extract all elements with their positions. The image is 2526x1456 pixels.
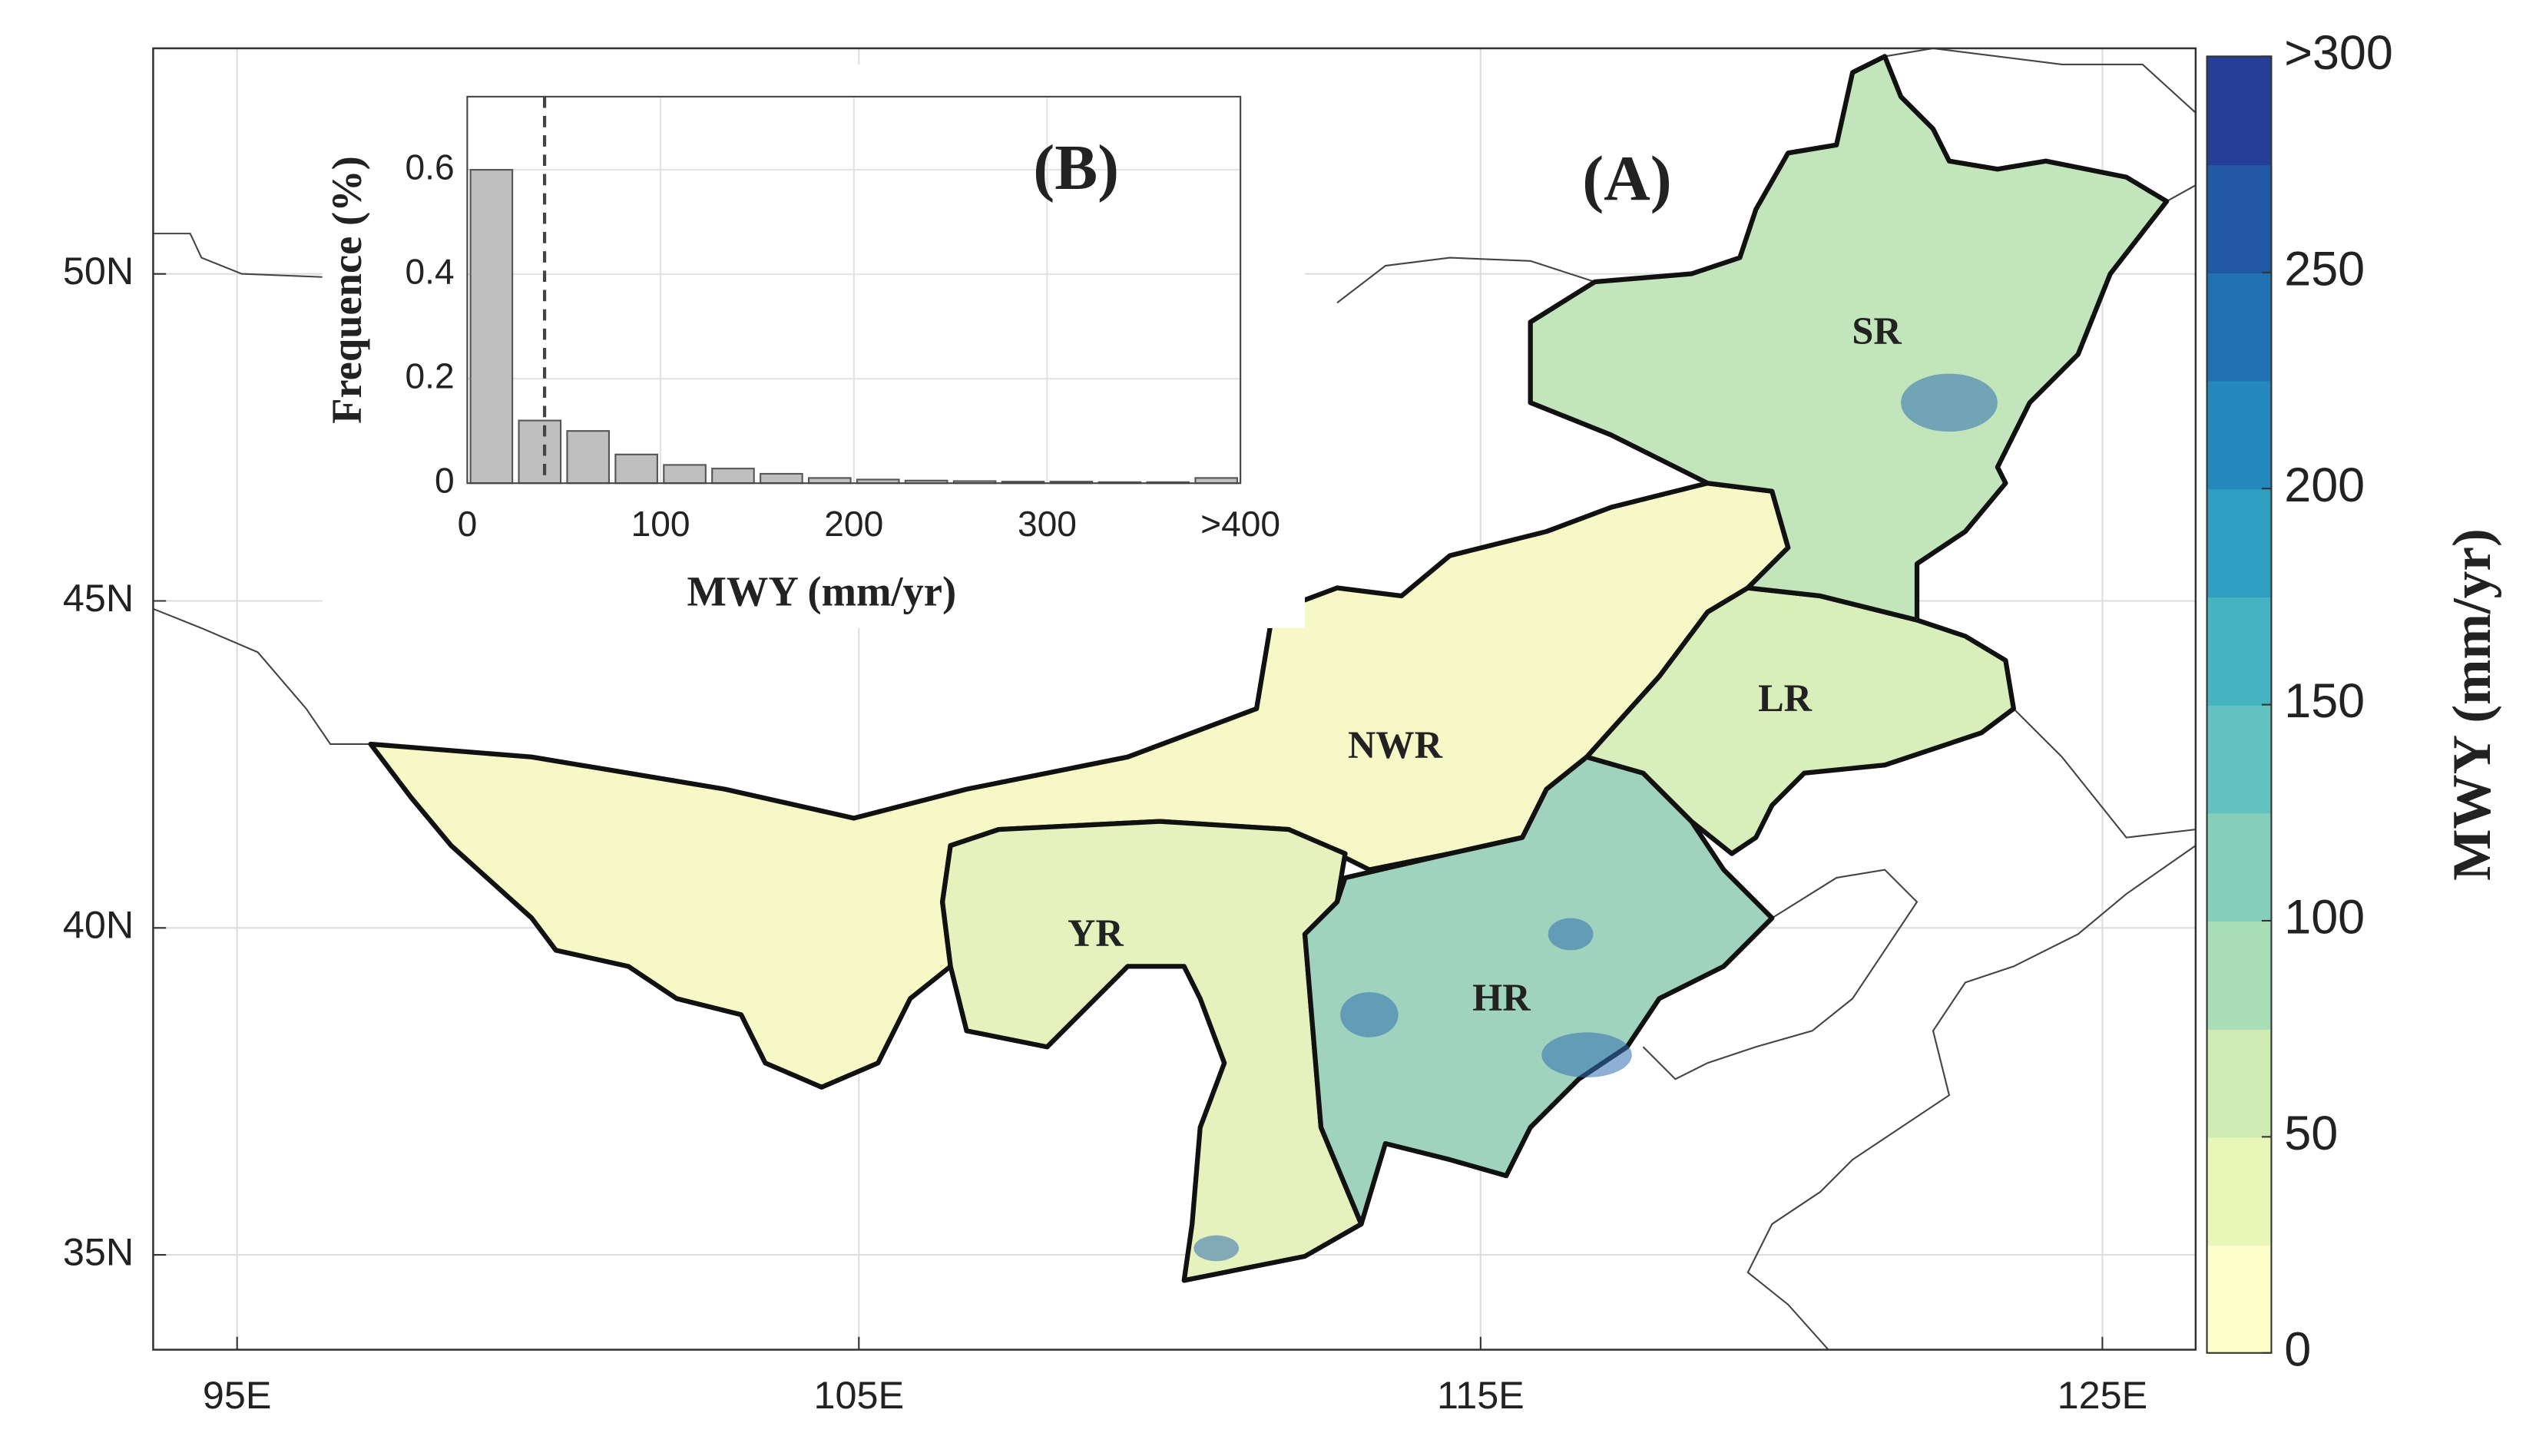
colorbar-band	[2207, 1028, 2272, 1138]
colorbar-band	[2207, 920, 2272, 1030]
hotspot	[1548, 918, 1594, 951]
colorbar-tick-label: 100	[2284, 891, 2365, 945]
border	[2013, 708, 2196, 839]
colorbar-band	[2207, 596, 2272, 706]
lon-tick-label: 105E	[814, 1373, 905, 1417]
bar	[566, 430, 611, 485]
colorbar-tick-label: 0	[2284, 1322, 2311, 1376]
lon-tick-label: 115E	[1437, 1373, 1525, 1417]
colorbar-band	[2207, 704, 2272, 814]
lon-tick-label: 125E	[2058, 1373, 2148, 1417]
border	[1884, 47, 2197, 114]
region-label: HR	[1472, 976, 1531, 1019]
border	[1336, 256, 1595, 304]
bar	[711, 468, 755, 485]
region-lr	[1584, 585, 2017, 856]
x-tick-label: 200	[824, 504, 883, 544]
map-frame	[152, 47, 2197, 1351]
colorbar-tick-label: 150	[2284, 674, 2365, 728]
y-axis-label: Frequence (%)	[323, 156, 370, 424]
colorbar-band	[2207, 812, 2272, 922]
bar	[614, 453, 658, 485]
y-tick-label: 0.2	[406, 356, 455, 395]
lat-tick-label: 35N	[63, 1229, 134, 1273]
region-label: NWR	[1348, 723, 1443, 766]
hotspot	[1541, 1032, 1632, 1078]
hotspot	[1193, 1235, 1240, 1262]
inset-title: (B)	[1033, 132, 1119, 204]
inset-frame	[466, 95, 1242, 485]
hotspot	[1901, 373, 1998, 432]
hotspots	[1193, 373, 1998, 1262]
x-tick-label: 0	[458, 504, 478, 544]
hotspot	[1340, 991, 1399, 1037]
colorbar-tick-label: 250	[2284, 242, 2365, 296]
colorbar-band	[2207, 488, 2272, 597]
colorbar-band	[2207, 1245, 2272, 1354]
country-borders	[153, 47, 2197, 1351]
lat-tick-label: 45N	[63, 576, 134, 620]
colorbar-band	[2207, 56, 2272, 166]
colorbar-title: MWY (mm/yr)	[2442, 528, 2502, 881]
lat-tick-label: 40N	[63, 903, 134, 947]
y-tick-label: 0	[435, 460, 455, 500]
panel-label: (A)	[1582, 143, 1671, 214]
colorbar-tick-label: 50	[2284, 1107, 2338, 1160]
bar	[663, 464, 707, 485]
coastline	[1746, 845, 2197, 1351]
x-tick-label: 100	[631, 504, 690, 544]
colorbar-tick-label: >300	[2284, 26, 2393, 80]
x-axis-label: MWY (mm/yr)	[687, 568, 956, 615]
regions	[368, 54, 2170, 1283]
region-yr	[939, 819, 1364, 1283]
lat-tick-label: 50N	[63, 249, 134, 293]
colorbar-band	[2207, 164, 2272, 273]
border	[2166, 184, 2197, 203]
lon-tick-label: 95E	[203, 1373, 272, 1417]
colorbar-band	[2207, 1137, 2272, 1246]
region-label: YR	[1068, 912, 1124, 955]
y-tick-label: 0.4	[406, 251, 455, 291]
bar	[469, 169, 514, 485]
bar	[518, 419, 562, 485]
x-tick-label: >400	[1200, 504, 1280, 544]
coastline	[1642, 869, 1919, 1080]
inset-histogram: 0 0.2 0.4 0.6 0 100 200 300 >400 (B) MWY (mm/yr) Fr…	[322, 64, 1306, 628]
x-tick-label: 300	[1018, 504, 1077, 544]
bar	[760, 472, 803, 485]
colorbar-tick-label: 200	[2284, 458, 2365, 512]
region-sr	[1528, 54, 2170, 623]
region-label: SR	[1852, 309, 1902, 352]
y-tick-label: 0.6	[406, 147, 455, 187]
colorbar: 0 50 100 150 200 250 >300 MWY (mm/yr)	[2206, 26, 2502, 1376]
colorbar-band	[2207, 272, 2272, 382]
border	[153, 607, 371, 746]
region-label: LR	[1758, 677, 1813, 720]
colorbar-band	[2207, 380, 2272, 490]
